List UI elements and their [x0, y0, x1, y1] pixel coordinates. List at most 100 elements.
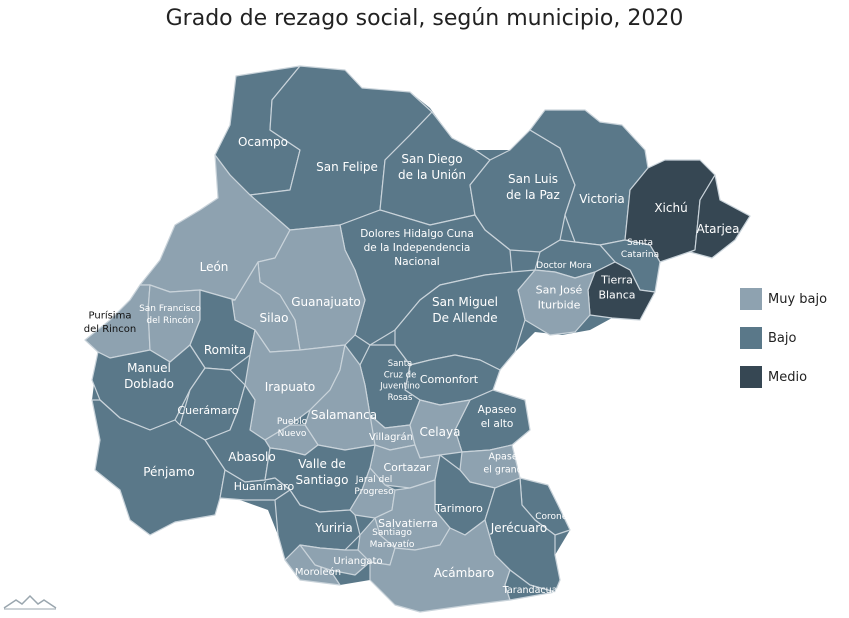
municipio-label-san-luis: San Luis de la Paz — [506, 172, 560, 202]
municipio-label-line: Romita — [204, 343, 246, 357]
municipio-label-line: San Miguel — [432, 295, 498, 309]
municipio-label-cortazar: Cortazar — [383, 461, 431, 474]
legend: Muy bajo Bajo Medio — [740, 287, 827, 404]
municipio-label-manuel-doblado: Manuel Doblado — [124, 361, 174, 391]
legend-item-medio: Medio — [740, 365, 827, 389]
municipio-label-line: Doctor Mora — [536, 261, 591, 271]
municipio-label-comonfort: Comonfort — [420, 373, 479, 386]
municipio-label-santiago-maravatio: Santiago Maravatío — [370, 528, 415, 550]
municipio-label-line: Maravatío — [370, 540, 415, 550]
municipio-atarjea[interactable] — [689, 174, 751, 259]
municipio-label-acambaro: Acámbaro — [434, 566, 495, 580]
municipio-label-line: Juventino — [379, 382, 420, 392]
municipio-label-tarimoro: Tarimoro — [434, 502, 483, 515]
municipio-label-salvatierra: Salvatierra — [378, 517, 438, 530]
municipio-label-line: Celaya — [420, 425, 461, 439]
legend-item-muy-bajo: Muy bajo — [740, 287, 827, 311]
municipio-label-line: Santiago — [372, 528, 412, 538]
municipio-celaya[interactable] — [409, 399, 471, 459]
legend-item-bajo: Bajo — [740, 326, 827, 350]
municipio-label-san-miguel: San Miguel De Allende — [432, 295, 498, 325]
municipio-label-line: Acámbaro — [434, 566, 495, 580]
municipio-label-line: Cruz de — [384, 370, 417, 380]
legend-label-bajo: Bajo — [768, 330, 797, 346]
municipio-label-tarandacuao: Tarandacuao — [502, 585, 564, 596]
municipio-label-jaral: Jaral del Progreso — [354, 475, 394, 497]
municipio-label-cueramaro: Cuerámaro — [177, 404, 238, 417]
municipio-label-san-jose: San José Iturbide — [536, 284, 583, 312]
municipio-label-coroneo: Coroneo — [535, 512, 573, 522]
municipio-label-apaseo-alto: Apaseo el alto — [478, 404, 517, 430]
municipio-label-pueblo-nuevo: Pueblo Nuevo — [277, 417, 308, 439]
municipio-label-line: Iturbide — [538, 298, 581, 311]
municipio-label-line: Salvatierra — [378, 517, 438, 530]
municipio-label-uriangato: Uriangato — [333, 556, 382, 567]
municipio-label-line: Catarina — [621, 250, 659, 260]
municipio-label-line: Xichú — [654, 201, 687, 215]
legend-swatch-bajo — [740, 327, 762, 349]
municipio-label-guanajuato: Guanajuato — [291, 295, 361, 309]
legend-swatch-muy-bajo — [740, 288, 762, 310]
municipio-label-line: Purísima — [89, 309, 132, 321]
municipio-label-line: Apaseo — [489, 452, 524, 463]
legend-label-muy-bajo: Muy bajo — [768, 291, 828, 307]
legend-label-medio: Medio — [768, 369, 808, 385]
municipio-moroleon[interactable] — [284, 544, 341, 586]
municipio-label-line: Cuerámaro — [177, 404, 238, 417]
municipio-label-san-francisco: San Francisco del Rincón — [139, 304, 201, 326]
municipio-label-leon: León — [200, 260, 229, 274]
municipio-penjamo[interactable] — [91, 399, 226, 536]
municipio-label-atarjea: Atarjea — [696, 222, 739, 236]
municipio-label-line: Victoria — [579, 192, 625, 206]
municipio-label-line: Tierra — [600, 274, 633, 287]
municipio-label-san-diego: San Diego de la Unión — [398, 152, 466, 182]
municipio-label-victoria: Victoria — [579, 192, 625, 206]
municipio-label-salamanca: Salamanca — [311, 408, 377, 422]
legend-swatch-medio — [740, 366, 762, 388]
municipio-label-line: Santiago — [296, 473, 349, 487]
municipio-label-line: Jerécuaro — [490, 521, 548, 535]
municipio-tarandacuao[interactable] — [504, 569, 556, 601]
municipio-label-line: San Diego — [401, 152, 462, 166]
municipio-label-line: de la Paz — [506, 188, 560, 202]
municipio-label-tierra-blanca: Tierra Blanca — [598, 274, 635, 302]
municipio-label-villagran: Villagrán — [369, 431, 413, 443]
municipio-label-line: León — [200, 260, 229, 274]
municipio-label-silao: Silao — [260, 311, 289, 325]
municipio-label-romita: Romita — [204, 343, 246, 357]
municipio-label-line: San Luis — [508, 172, 558, 186]
municipio-purisima[interactable] — [84, 284, 151, 359]
municipio-label-line: Rosas — [388, 393, 413, 403]
municipio-label-santa-cruz: Santa Cruz de Juventino Rosas — [379, 359, 420, 403]
municipio-label-line: Cortazar — [383, 461, 431, 474]
municipio-label-jerecuaro: Jerécuaro — [490, 521, 548, 535]
municipio-label-line: San José — [536, 284, 583, 297]
municipio-label-moroleon: Moroleón — [295, 566, 341, 578]
municipio-label-xichu: Xichú — [654, 201, 687, 215]
municipio-label-line: Silao — [260, 311, 289, 325]
municipio-label-line: Santa — [388, 359, 413, 369]
municipio-label-line: de la Unión — [398, 168, 466, 182]
municipio-label-line: Coroneo — [535, 512, 573, 522]
municipio-label-line: Pueblo — [277, 417, 308, 427]
municipio-label-celaya: Celaya — [420, 425, 461, 439]
municipio-label-line: De Allende — [432, 311, 497, 325]
municipio-label-line: Atarjea — [696, 222, 739, 236]
municipio-label-line: Jaral del — [355, 475, 393, 485]
municipio-label-line: Guanajuato — [291, 295, 361, 309]
municipio-label-line: Nacional — [394, 256, 439, 268]
municipio-label-line: del Rincón — [146, 315, 193, 326]
municipio-label-purisima: Purísima del Rincon — [84, 309, 136, 335]
municipio-label-penjamo: Pénjamo — [143, 465, 195, 479]
municipio-label-line: San Felipe — [316, 160, 378, 174]
municipio-label-line: Manuel — [127, 361, 171, 375]
municipio-label-line: Moroleón — [295, 566, 341, 578]
municipio-label-apaseo-grande: Apaseo el grande — [483, 452, 528, 476]
municipio-label-line: San Francisco — [139, 304, 201, 314]
municipio-label-line: Irapuato — [265, 380, 315, 394]
municipio-label-line: Tarandacuao — [502, 585, 564, 596]
municipio-label-abasolo: Abasolo — [228, 450, 275, 464]
municipio-label-dolores: Dolores Hidalgo Cuna de la Independencia N… — [360, 228, 474, 268]
municipio-label-line: Valle de — [298, 457, 346, 471]
